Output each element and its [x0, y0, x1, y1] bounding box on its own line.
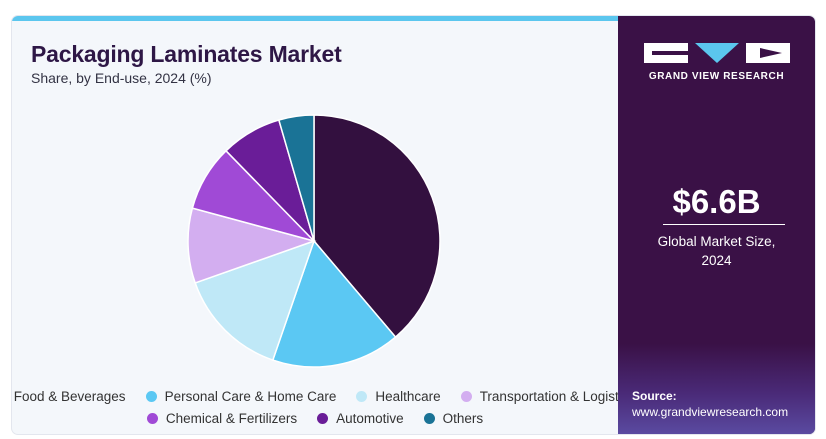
- pie-slice-transportation-logistics: [187, 207, 317, 284]
- summary-panel: GRAND VIEW RESEARCH $6.6B Global Market …: [618, 16, 815, 434]
- legend-item: Personal Care & Home Care: [145, 388, 337, 404]
- legend-item: Others: [423, 410, 484, 426]
- pie-slice-food-beverages: [313, 114, 441, 339]
- accent-stripe: [12, 16, 618, 21]
- source-label: Source:: [632, 389, 677, 403]
- value-divider: [663, 224, 785, 225]
- pie-slice-others: [277, 114, 315, 242]
- chart-title: Packaging Laminates Market: [31, 41, 342, 67]
- decorative-mesh: [618, 344, 815, 434]
- legend-item: Transportation & Logistics: [460, 388, 636, 404]
- legend-row: Food & Beverages Personal Care & Home Car…: [12, 385, 636, 407]
- legend-swatch: [460, 390, 472, 402]
- legend-swatch: [145, 390, 157, 402]
- chart-panel: Packaging Laminates Market Share, by End…: [12, 21, 636, 434]
- legend-swatch: [356, 390, 368, 402]
- pie-chart-container: [182, 109, 446, 373]
- pie-chart: [187, 114, 441, 368]
- chart-subtitle: Share, by End-use, 2024 (%): [31, 70, 212, 86]
- market-size-value: $6.6B: [672, 183, 761, 220]
- legend-row: Chemical & Fertilizers Automotive Others: [12, 407, 618, 429]
- legend-item: Chemical & Fertilizers: [146, 410, 298, 426]
- source-url: www.grandviewresearch.com: [632, 405, 789, 419]
- chart-legend: Food & Beverages Personal Care & Home Car…: [12, 385, 636, 429]
- source-note: Source: www.grandviewresearch.com: [632, 388, 788, 420]
- legend-label: Chemical & Fertilizers: [165, 410, 298, 426]
- legend-item: Food & Beverages: [12, 389, 126, 404]
- pie-slice-healthcare: [194, 239, 316, 362]
- legend-swatch: [423, 412, 435, 424]
- market-size-label: Global Market Size, 2024: [618, 232, 815, 270]
- legend-label: Automotive: [336, 410, 404, 426]
- legend-label: Transportation & Logistics: [479, 388, 636, 404]
- brand-logo-icon: [644, 43, 790, 63]
- legend-item: Automotive: [317, 411, 404, 426]
- legend-label: Healthcare: [375, 388, 441, 404]
- market-size-label-line2: 2024: [701, 253, 732, 268]
- legend-swatch: [317, 412, 329, 424]
- legend-swatch: [146, 412, 158, 424]
- chart-card: Packaging Laminates Market Share, by End…: [12, 16, 815, 434]
- legend-label: Personal Care & Home Care: [164, 388, 337, 404]
- market-size-label-line1: Global Market Size,: [657, 234, 776, 249]
- legend-label: Food & Beverages: [13, 388, 126, 404]
- brand-name: GRAND VIEW RESEARCH: [648, 71, 785, 82]
- legend-label: Others: [442, 410, 484, 426]
- legend-item: Healthcare: [356, 388, 441, 404]
